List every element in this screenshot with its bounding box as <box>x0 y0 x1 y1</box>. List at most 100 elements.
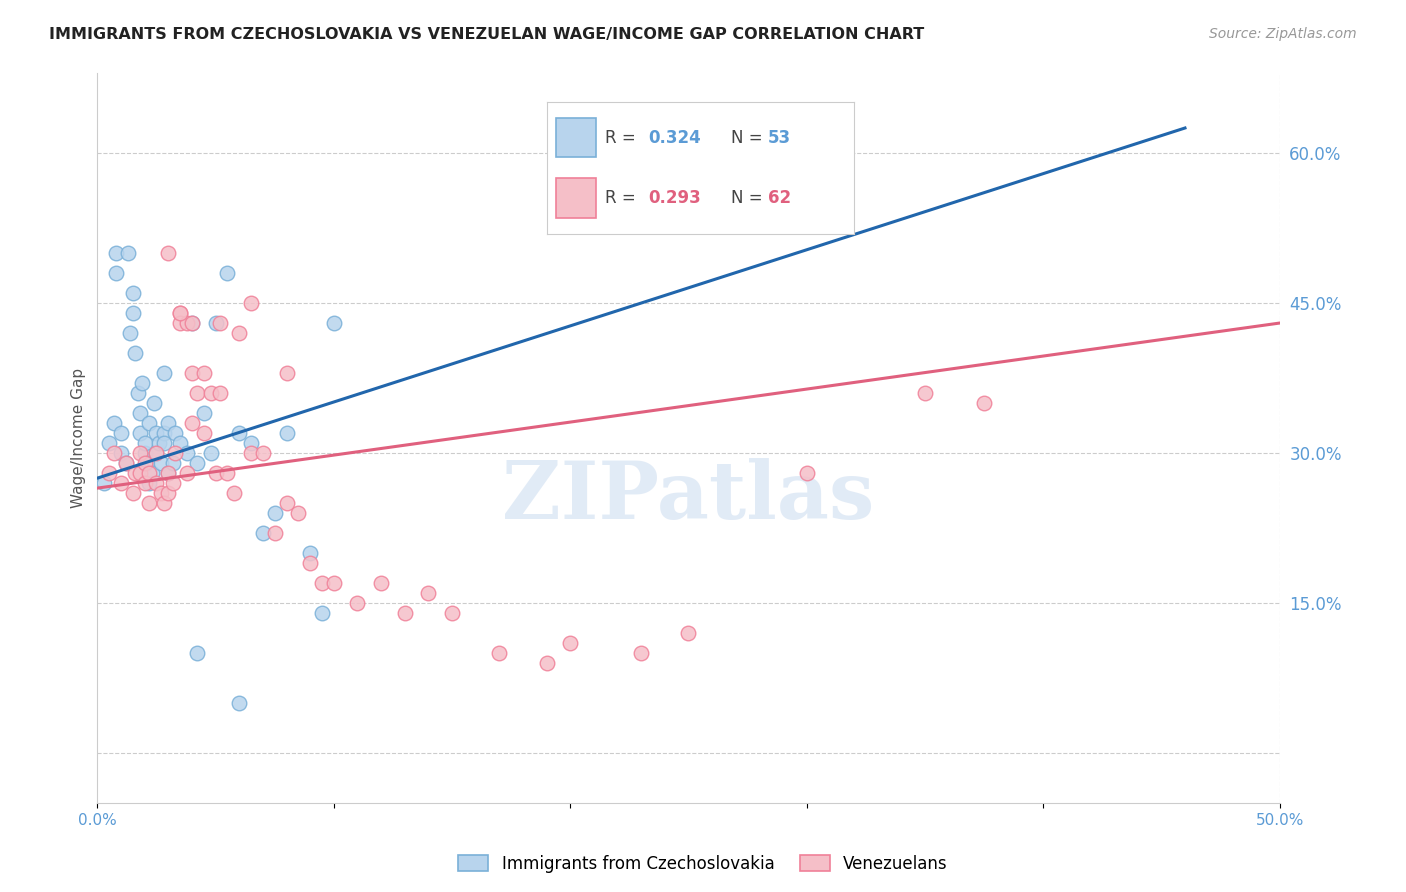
Point <box>169 316 191 330</box>
Point <box>157 466 180 480</box>
Point <box>176 446 198 460</box>
Point <box>240 446 263 460</box>
Point <box>127 386 149 401</box>
Point <box>276 496 298 510</box>
Text: Source: ZipAtlas.com: Source: ZipAtlas.com <box>1209 27 1357 41</box>
Point <box>276 366 298 380</box>
Point <box>678 626 700 640</box>
Point <box>193 426 215 441</box>
Point <box>169 306 191 320</box>
Point <box>129 426 152 441</box>
Point <box>121 486 143 500</box>
Point <box>110 476 132 491</box>
Point <box>630 646 652 660</box>
Point <box>228 326 250 340</box>
Point <box>114 456 136 470</box>
Point <box>114 456 136 470</box>
Point <box>165 446 187 460</box>
Point <box>181 316 204 330</box>
Point <box>224 486 246 500</box>
Point <box>796 466 818 480</box>
Point <box>252 446 274 460</box>
Point <box>145 446 167 460</box>
Legend: Immigrants from Czechoslovakia, Venezuelans: Immigrants from Czechoslovakia, Venezuel… <box>451 848 955 880</box>
Point <box>157 246 180 260</box>
Point <box>136 456 159 470</box>
Point <box>105 266 128 280</box>
Point <box>299 556 322 570</box>
Point <box>311 576 333 591</box>
Point <box>105 246 128 260</box>
Point <box>121 306 143 320</box>
Point <box>93 476 115 491</box>
Point <box>560 636 582 650</box>
Point <box>143 396 166 410</box>
Point <box>488 646 510 660</box>
Point <box>157 466 180 480</box>
Point <box>181 366 204 380</box>
Point <box>98 466 121 480</box>
Point <box>418 586 440 600</box>
Point <box>152 496 174 510</box>
Point <box>394 606 416 620</box>
Point <box>162 456 184 470</box>
Point <box>176 466 198 480</box>
Point <box>152 436 174 450</box>
Point <box>209 386 232 401</box>
Point <box>263 526 285 541</box>
Point <box>200 386 222 401</box>
Point <box>217 466 239 480</box>
Point <box>138 496 160 510</box>
Point <box>204 466 226 480</box>
Point <box>129 406 152 420</box>
Point <box>973 396 995 410</box>
Point <box>228 696 250 710</box>
Point <box>311 606 333 620</box>
Point <box>145 426 167 441</box>
Point <box>346 596 368 610</box>
Point <box>536 656 558 670</box>
Point <box>152 366 174 380</box>
Point <box>193 406 215 420</box>
Point <box>228 426 250 441</box>
Point <box>138 466 160 480</box>
Point <box>121 286 143 301</box>
Point <box>193 366 215 380</box>
Point <box>162 476 184 491</box>
Point <box>299 546 322 560</box>
Point <box>145 446 167 460</box>
Point <box>440 606 463 620</box>
Point <box>129 466 152 480</box>
Point <box>181 316 204 330</box>
Point <box>200 446 222 460</box>
Point <box>276 426 298 441</box>
Point <box>217 266 239 280</box>
Point <box>914 386 936 401</box>
Point <box>98 436 121 450</box>
Point <box>176 316 198 330</box>
Point <box>150 486 173 500</box>
Point <box>240 436 263 450</box>
Point <box>129 446 152 460</box>
Point <box>370 576 392 591</box>
Point <box>134 476 156 491</box>
Point <box>186 646 208 660</box>
Point <box>252 526 274 541</box>
Point <box>165 426 187 441</box>
Point <box>103 446 125 460</box>
Point <box>240 296 263 310</box>
Point <box>141 466 163 480</box>
Point <box>138 416 160 430</box>
Text: ZIPatlas: ZIPatlas <box>502 458 875 535</box>
Point <box>131 376 153 390</box>
Point <box>287 506 309 520</box>
Point <box>134 456 156 470</box>
Point <box>124 346 146 360</box>
Point <box>117 246 139 260</box>
Point <box>150 456 173 470</box>
Point <box>134 436 156 450</box>
Point <box>145 476 167 491</box>
Point <box>186 456 208 470</box>
Point <box>134 446 156 460</box>
Point <box>186 386 208 401</box>
